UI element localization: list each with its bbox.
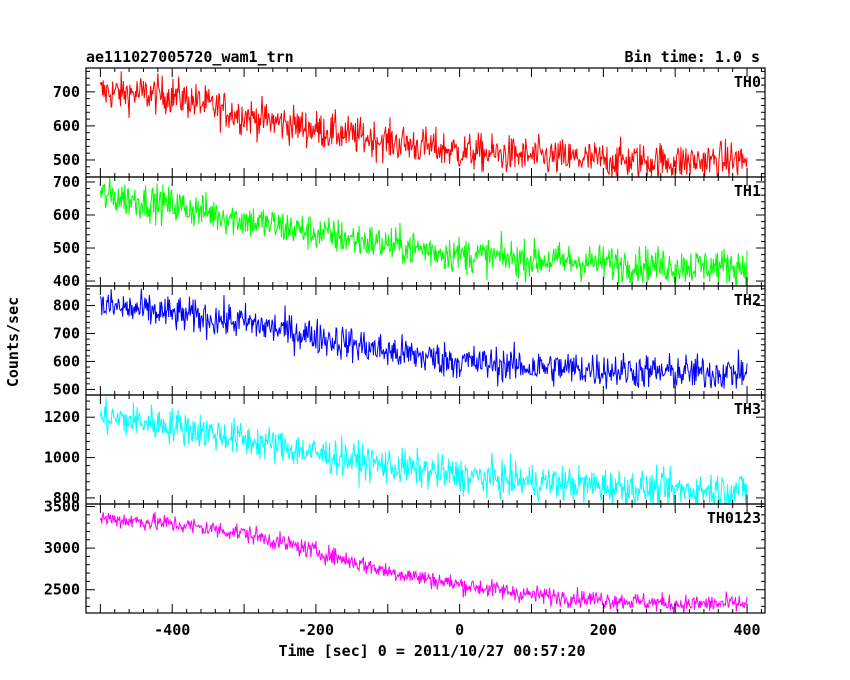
panel-label: TH0123 [707,509,761,527]
y-tick-label: 600 [53,352,80,370]
panel-label: TH3 [734,400,761,418]
y-tick-label: 700 [53,325,80,343]
panel-frame [85,285,766,396]
x-tick-label: -200 [298,621,334,639]
y-tick-label: 1200 [44,408,80,426]
y-tick-label: 600 [53,117,80,135]
panels: 500 600 700 TH0 400 500 600 700 TH1 500 600 700 800 T… [44,67,766,639]
chart-title: ae111027005720_wam1_trn [86,48,294,66]
y-tick-label: 700 [53,173,80,191]
series-th1 [99,177,748,286]
y-tick-label: 500 [53,380,80,398]
y-tick-label: 700 [53,83,80,101]
bin-time-label: Bin time: 1.0 s [625,48,760,66]
y-tick-label: 3500 [44,497,80,515]
panel-frame [85,394,766,505]
y-tick-label: 500 [53,239,80,257]
y-tick-label: 800 [53,297,80,315]
panel-frame [85,176,766,287]
series-th3 [99,396,748,504]
y-tick-label: 600 [53,206,80,224]
series-th2 [99,288,748,390]
y-tick-label: 2500 [44,581,80,599]
x-tick-label: 0 [455,621,464,639]
x-axis-label: Time [sec] 0 = 2011/10/27 00:57:20 [278,642,585,660]
y-tick-label: 1000 [44,449,80,467]
y-tick-label: 400 [53,272,80,290]
panel-th0: 500 600 700 TH0 [53,67,766,178]
panel-th1: 400 500 600 700 TH1 [53,173,766,290]
panel-th3: 800 1000 1200 TH3 [44,394,766,507]
x-tick-label: 200 [590,621,617,639]
series-th0 [99,71,748,177]
series-th0123 [99,512,748,613]
panel-label: TH2 [734,291,761,309]
y-axis-label: Counts/sec [4,297,22,387]
panel-th2: 500 600 700 800 TH2 [53,285,766,398]
x-tick-label: -400 [154,621,190,639]
y-tick-label: 3000 [44,539,80,557]
y-tick-label: 800 [53,489,80,507]
panel-label: TH0 [734,73,761,91]
x-tick-label: 400 [733,621,760,639]
panel-label: TH1 [734,182,761,200]
panel-th0123: 2500 3000 3500 TH0123 [44,497,766,614]
panel-frame [85,503,766,614]
y-tick-label: 500 [53,151,80,169]
